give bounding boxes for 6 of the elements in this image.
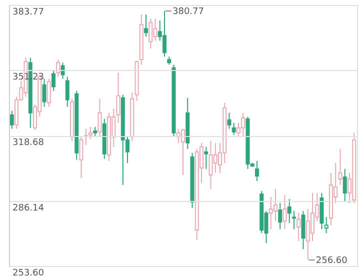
annotation: 380.77 — [172, 7, 204, 18]
y-tick-label: 383.77 — [12, 8, 44, 18]
annotation: 256.60 — [316, 256, 348, 266]
y-tick-label: 286.14 — [12, 203, 44, 214]
y-tick-label: 318.68 — [12, 138, 44, 148]
y-tick-label: 253.60 — [12, 268, 44, 277]
